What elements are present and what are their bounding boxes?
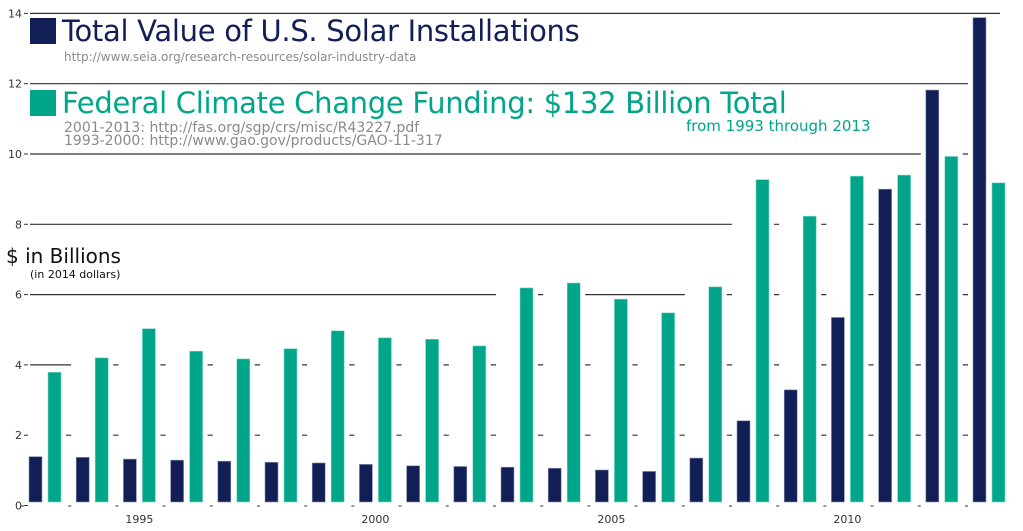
- bar-funding-1998: [283, 348, 298, 503]
- bar-funding-2009: [802, 215, 817, 503]
- bar-funding-2005: [614, 298, 628, 503]
- bar-funding-2012: [944, 156, 959, 503]
- y-axis-ticks: 0 2 4 6 8 10 12 14: [8, 7, 28, 513]
- bar-solar-1999: [311, 462, 326, 503]
- bar-funding-2008: [755, 179, 770, 503]
- bar-solar-2012: [925, 89, 940, 503]
- bar-solar-2002: [453, 466, 468, 503]
- bar-funding-2013: [991, 182, 1006, 503]
- y-tick-label: 6: [15, 289, 22, 302]
- bar-solar-1998: [264, 461, 279, 503]
- bar-solar-2003: [500, 466, 515, 503]
- bar-solar-2005: [595, 469, 609, 503]
- x-axis-ticks: 1995 2000 2005 2010: [21, 505, 968, 526]
- legend-source-funding-2: 1993-2000: http://www.gao.gov/products/G…: [64, 133, 443, 149]
- bar-solar-2011: [878, 188, 892, 503]
- x-tick-label: 2000: [361, 513, 389, 526]
- bar-solar-2010: [831, 317, 845, 503]
- bar-funding-2010: [850, 175, 864, 503]
- y-axis-sublabel: (in 2014 dollars): [30, 268, 121, 281]
- y-tick-label: 0: [15, 500, 22, 513]
- bar-funding-1997: [236, 358, 251, 503]
- bar-funding-1999: [330, 330, 345, 503]
- bar-solar-2001: [406, 465, 420, 503]
- legend-title-funding: Federal Climate Change Funding: $132 Bil…: [62, 86, 787, 120]
- y-axis-label: $ in Billions: [6, 244, 121, 268]
- legend-swatch-solar: [30, 18, 56, 44]
- legend-funding: Federal Climate Change Funding: $132 Bil…: [30, 86, 787, 148]
- bar-funding-2002: [472, 345, 487, 503]
- legend-solar: Total Value of U.S. Solar Installations …: [30, 14, 580, 64]
- legend-swatch-funding: [30, 90, 56, 116]
- bar-solar-2007: [689, 457, 704, 503]
- bar-funding-2003: [519, 287, 534, 503]
- y-tick-label: 12: [8, 78, 22, 91]
- bar-solar-2013: [972, 17, 987, 503]
- bar-funding-2000: [378, 337, 392, 503]
- bar-solar-1995: [123, 458, 137, 503]
- x-tick-label: 1995: [125, 513, 153, 526]
- bar-funding-1995: [142, 328, 156, 503]
- bar-funding-1993: [47, 371, 62, 503]
- legend-source-solar: http://www.seia.org/research-resources/s…: [64, 50, 417, 64]
- y-tick-label: 8: [15, 218, 22, 231]
- legend-funding-note: from 1993 through 2013: [686, 117, 871, 135]
- bar-funding-2006: [661, 312, 675, 503]
- bar-solar-2000: [359, 464, 373, 503]
- legend-source-funding-1: 2001-2013: http://fas.org/sgp/crs/misc/R…: [64, 120, 420, 136]
- bar-funding-1996: [189, 350, 203, 503]
- bar-solar-2006: [642, 471, 656, 503]
- bar-solar-1996: [170, 459, 184, 503]
- bar-solar-2008: [736, 420, 751, 503]
- bar-solar-1997: [217, 460, 232, 503]
- x-tick-label: 2005: [597, 513, 625, 526]
- bar-funding-2007: [708, 286, 723, 503]
- bar-funding-2011: [897, 174, 911, 503]
- y-tick-label: 14: [8, 7, 22, 20]
- legend-title-solar: Total Value of U.S. Solar Installations: [62, 14, 580, 48]
- x-tick-label: 2010: [833, 513, 861, 526]
- bars: [28, 17, 1006, 503]
- bar-solar-1994: [75, 457, 90, 503]
- bar-solar-2009: [783, 389, 798, 503]
- y-tick-label: 4: [15, 359, 22, 372]
- bar-funding-1994: [94, 357, 109, 503]
- bar-solar-2004: [547, 467, 562, 503]
- bar-solar-1993: [28, 456, 43, 503]
- bar-funding-2001: [425, 338, 439, 503]
- y-tick-label: 2: [15, 429, 22, 442]
- bar-funding-2004: [566, 282, 581, 503]
- y-tick-label: 10: [8, 148, 22, 161]
